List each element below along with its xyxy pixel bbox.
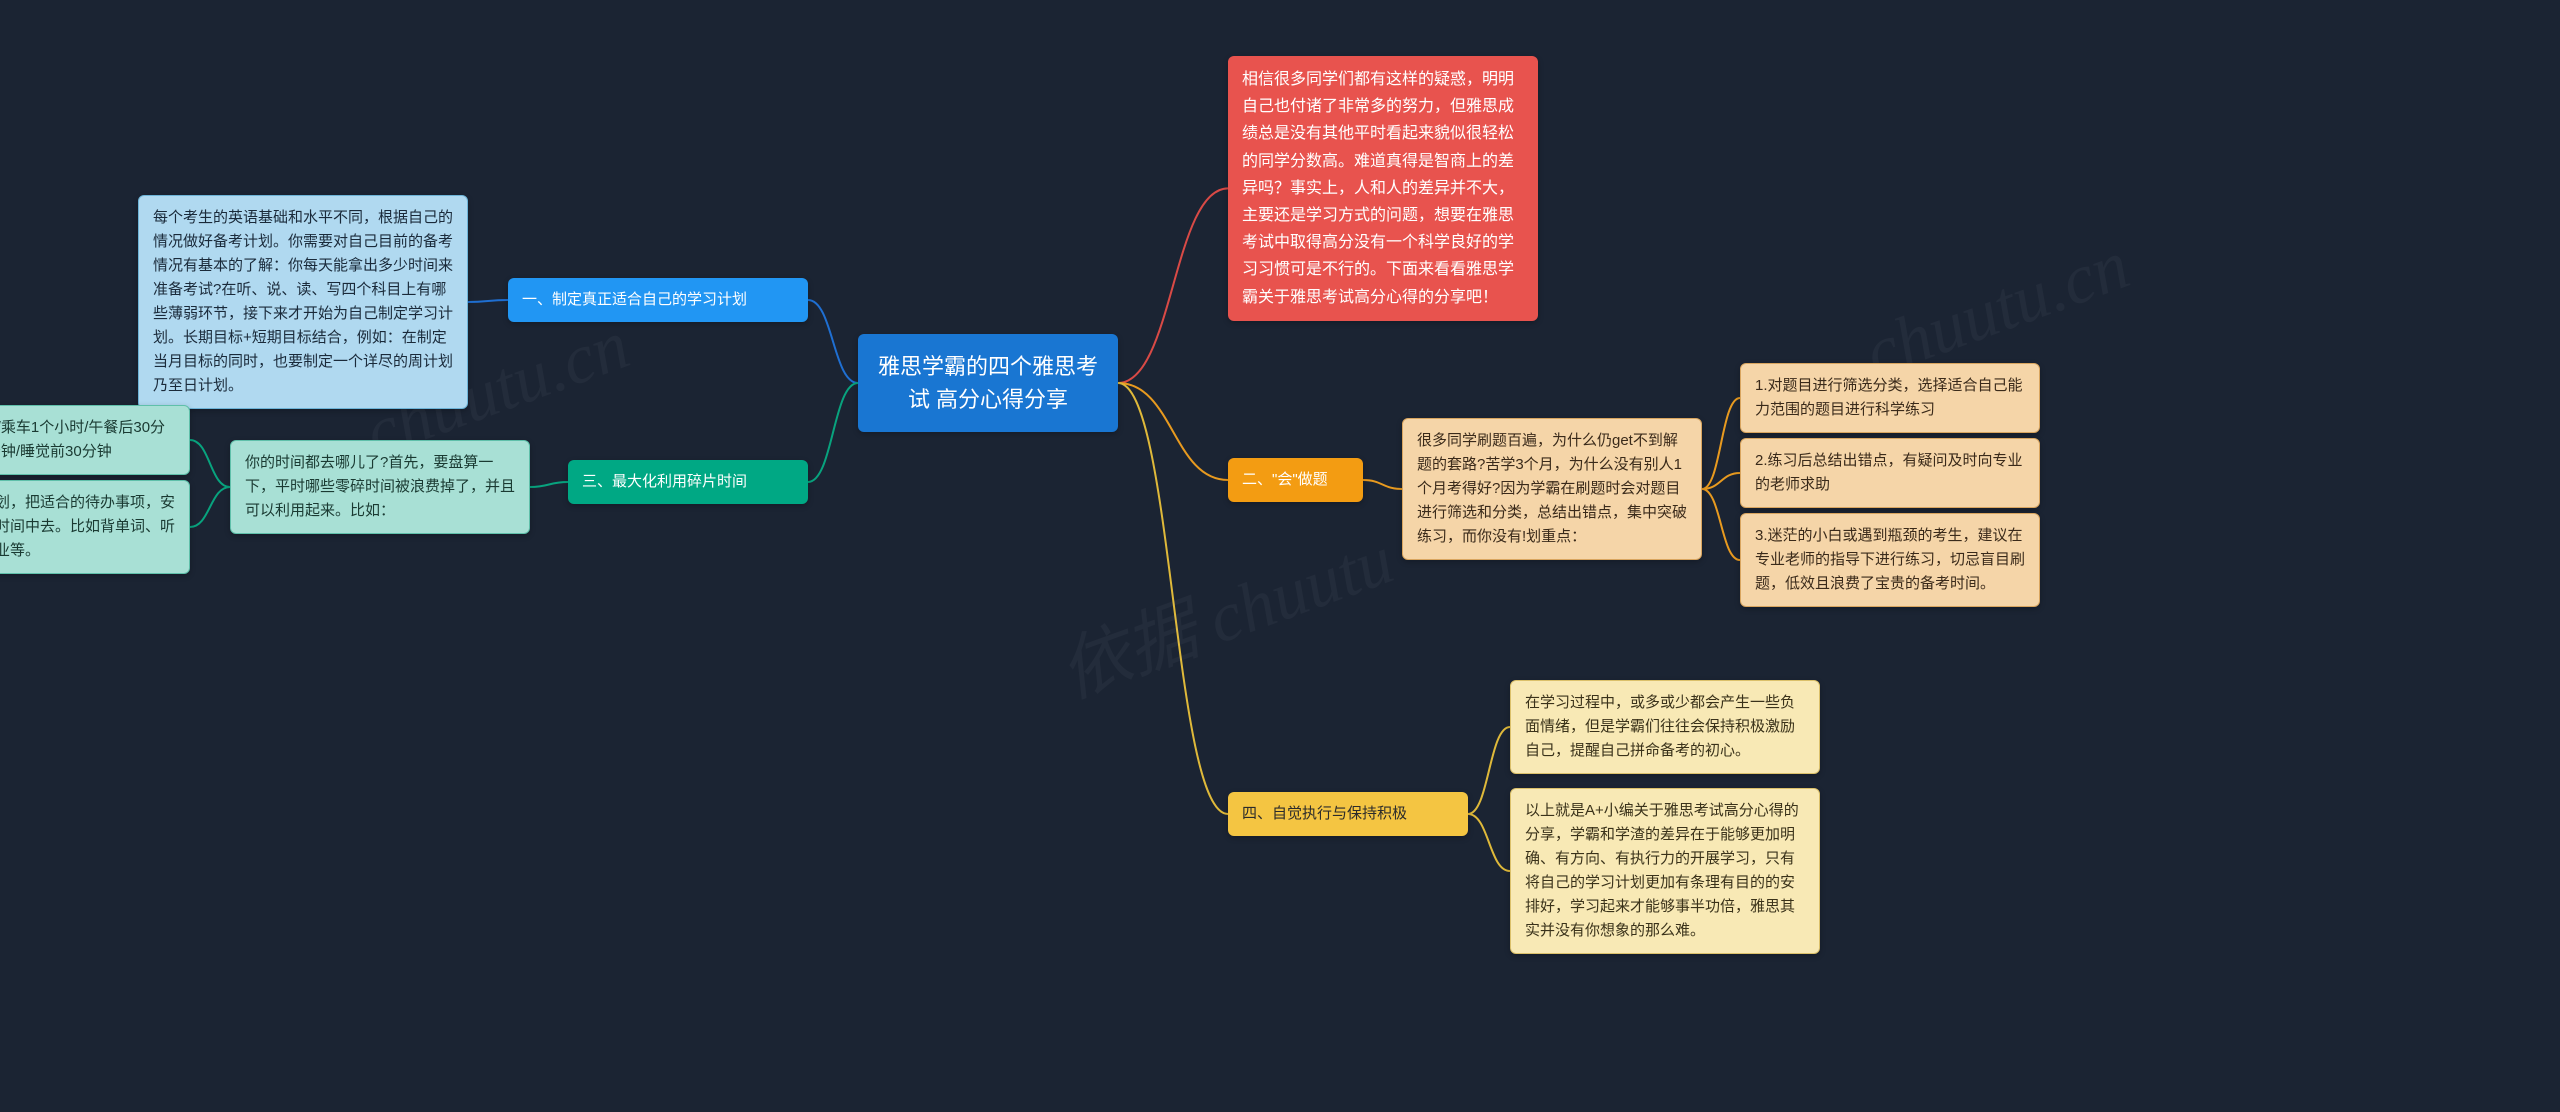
section-4-sub-1[interactable]: 在学习过程中，或多或少都会产生一些负面情绪，但是学霸们往往会保持积极激励自己，提… [1510,680,1820,774]
section-1-detail[interactable]: 每个考生的英语基础和水平不同，根据自己的情况做好备考计划。你需要对自己目前的备考… [138,195,468,409]
section-4[interactable]: 四、自觉执行与保持积极 [1228,792,1468,836]
section-3[interactable]: 三、最大化利用碎片时间 [568,460,808,504]
section-4-sub-2[interactable]: 以上就是A+小编关于雅思考试高分心得的分享，学霸和学渣的差异在于能够更加明确、有… [1510,788,1820,954]
section-2-sub-1[interactable]: 1.对题目进行筛选分类，选择适合自己能力范围的题目进行科学练习 [1740,363,2040,433]
section-3-detail[interactable]: 你的时间都去哪儿了?首先，要盘算一下，平时哪些零碎时间被浪费掉了，并且可以利用起… [230,440,530,534]
section-3-sub-1[interactable]: 起床前20分钟/乘车1个小时/午餐后30分钟/晚餐前30分钟/睡觉前30分钟 [0,405,190,475]
section-2-sub-3[interactable]: 3.迷茫的小白或遇到瓶颈的考生，建议在专业老师的指导下进行练习，切忌盲目刷题，低… [1740,513,2040,607]
section-2[interactable]: 二、"会"做题 [1228,458,1363,502]
section-1[interactable]: 一、制定真正适合自己的学习计划 [508,278,808,322]
section-2-sub-2[interactable]: 2.练习后总结出错点，有疑问及时向专业的老师求助 [1740,438,2040,508]
section-2-detail[interactable]: 很多同学刷题百遍，为什么仍get不到解题的套路?苦学3个月，为什么没有别人1个月… [1402,418,1702,560]
section-3-sub-2[interactable]: 然后，制定计划，把适合的待办事项，安排到这些零碎时间中去。比如背单词、听网课、完… [0,480,190,574]
root-node[interactable]: 雅思学霸的四个雅思考试 高分心得分享 [858,334,1118,432]
intro-node[interactable]: 相信很多同学们都有这样的疑惑，明明自己也付诸了非常多的努力，但雅思成绩总是没有其… [1228,56,1538,321]
watermark: 依据 chuutu [1043,504,1405,718]
